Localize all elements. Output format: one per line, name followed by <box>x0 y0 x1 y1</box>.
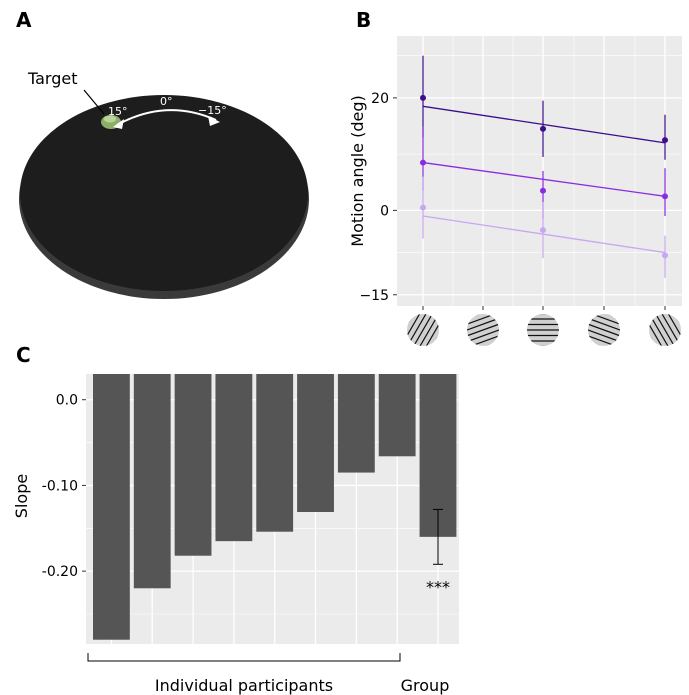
y-tick-label: -0.10 <box>42 478 78 494</box>
participants-label: Individual participants <box>155 676 333 695</box>
participant-bar <box>378 374 416 457</box>
grating-icon <box>583 309 625 351</box>
panel-b-background <box>397 36 682 306</box>
participant-bar <box>215 374 253 542</box>
grating-icon <box>643 308 687 352</box>
target-highlight <box>104 115 116 123</box>
arrowhead-left <box>113 119 124 129</box>
y-tick-label: −15 <box>359 288 389 304</box>
participant-bar <box>133 374 171 589</box>
participant-bar <box>93 374 130 640</box>
grating-lines <box>462 309 504 351</box>
panel-c-y-axis-label: Slope <box>12 474 31 518</box>
disc <box>20 95 308 291</box>
panel-b-chart: 20 0 −15 Motion angle (deg) <box>348 36 687 352</box>
data-point <box>420 159 426 166</box>
fit-line <box>422 161 666 197</box>
panel-b-y-axis-label: Motion angle (deg) <box>348 95 367 246</box>
y-tick-label: -0.20 <box>42 564 78 580</box>
fit-line <box>422 215 666 254</box>
y-tick-label: 0 <box>380 203 389 219</box>
grating-lines <box>527 314 559 346</box>
target-pointer <box>83 89 105 115</box>
panel-a-letter: A <box>16 8 32 32</box>
participant-bar <box>337 374 375 473</box>
participants-bracket <box>87 653 401 662</box>
group-label: Group <box>401 676 450 695</box>
angle-arc <box>116 109 217 126</box>
y-tick-label: 0.0 <box>56 393 78 409</box>
angle-label-right: −15° <box>198 104 227 117</box>
series-2 <box>420 126 668 219</box>
panel-b-x-ticks <box>422 306 666 310</box>
panel-c-y-ticks: 0.0 -0.10 -0.20 <box>42 393 86 580</box>
grating-icon <box>462 309 504 351</box>
series-3 <box>420 176 668 278</box>
angle-label-center: 0° <box>160 95 173 108</box>
series-1 <box>420 55 668 160</box>
data-point <box>540 125 546 132</box>
participant-bar <box>297 374 334 512</box>
data-point <box>540 227 546 234</box>
target-label: Target <box>27 69 78 88</box>
arrowhead-right <box>208 116 220 126</box>
angle-label-left: 15° <box>108 105 128 118</box>
panel-c-letter: C <box>16 343 31 367</box>
data-point <box>540 187 546 194</box>
participant-bar <box>256 374 294 532</box>
data-point <box>662 252 668 259</box>
grating-lines <box>583 309 625 351</box>
y-tick-label: 20 <box>371 91 389 107</box>
data-point <box>420 204 426 211</box>
participant-bar <box>174 374 212 556</box>
data-point <box>662 193 668 200</box>
panel-c-group-errorbar <box>432 508 443 565</box>
data-point <box>420 94 426 101</box>
data-point <box>662 137 668 144</box>
panel-b-letter: B <box>356 8 371 32</box>
panel-c-significance: *** <box>426 577 450 596</box>
panel-c-bars <box>93 374 457 640</box>
panel-a-disc-illustration: Target 15° 0° −15° <box>19 69 309 299</box>
panel-b-series <box>420 55 668 278</box>
fit-line <box>422 105 666 144</box>
panel-c-chart: 0.0 -0.10 -0.20 *** Slope Individual parti… <box>12 374 459 695</box>
grating-icon <box>527 314 559 346</box>
panel-b-y-ticks: 20 0 −15 <box>359 91 397 304</box>
